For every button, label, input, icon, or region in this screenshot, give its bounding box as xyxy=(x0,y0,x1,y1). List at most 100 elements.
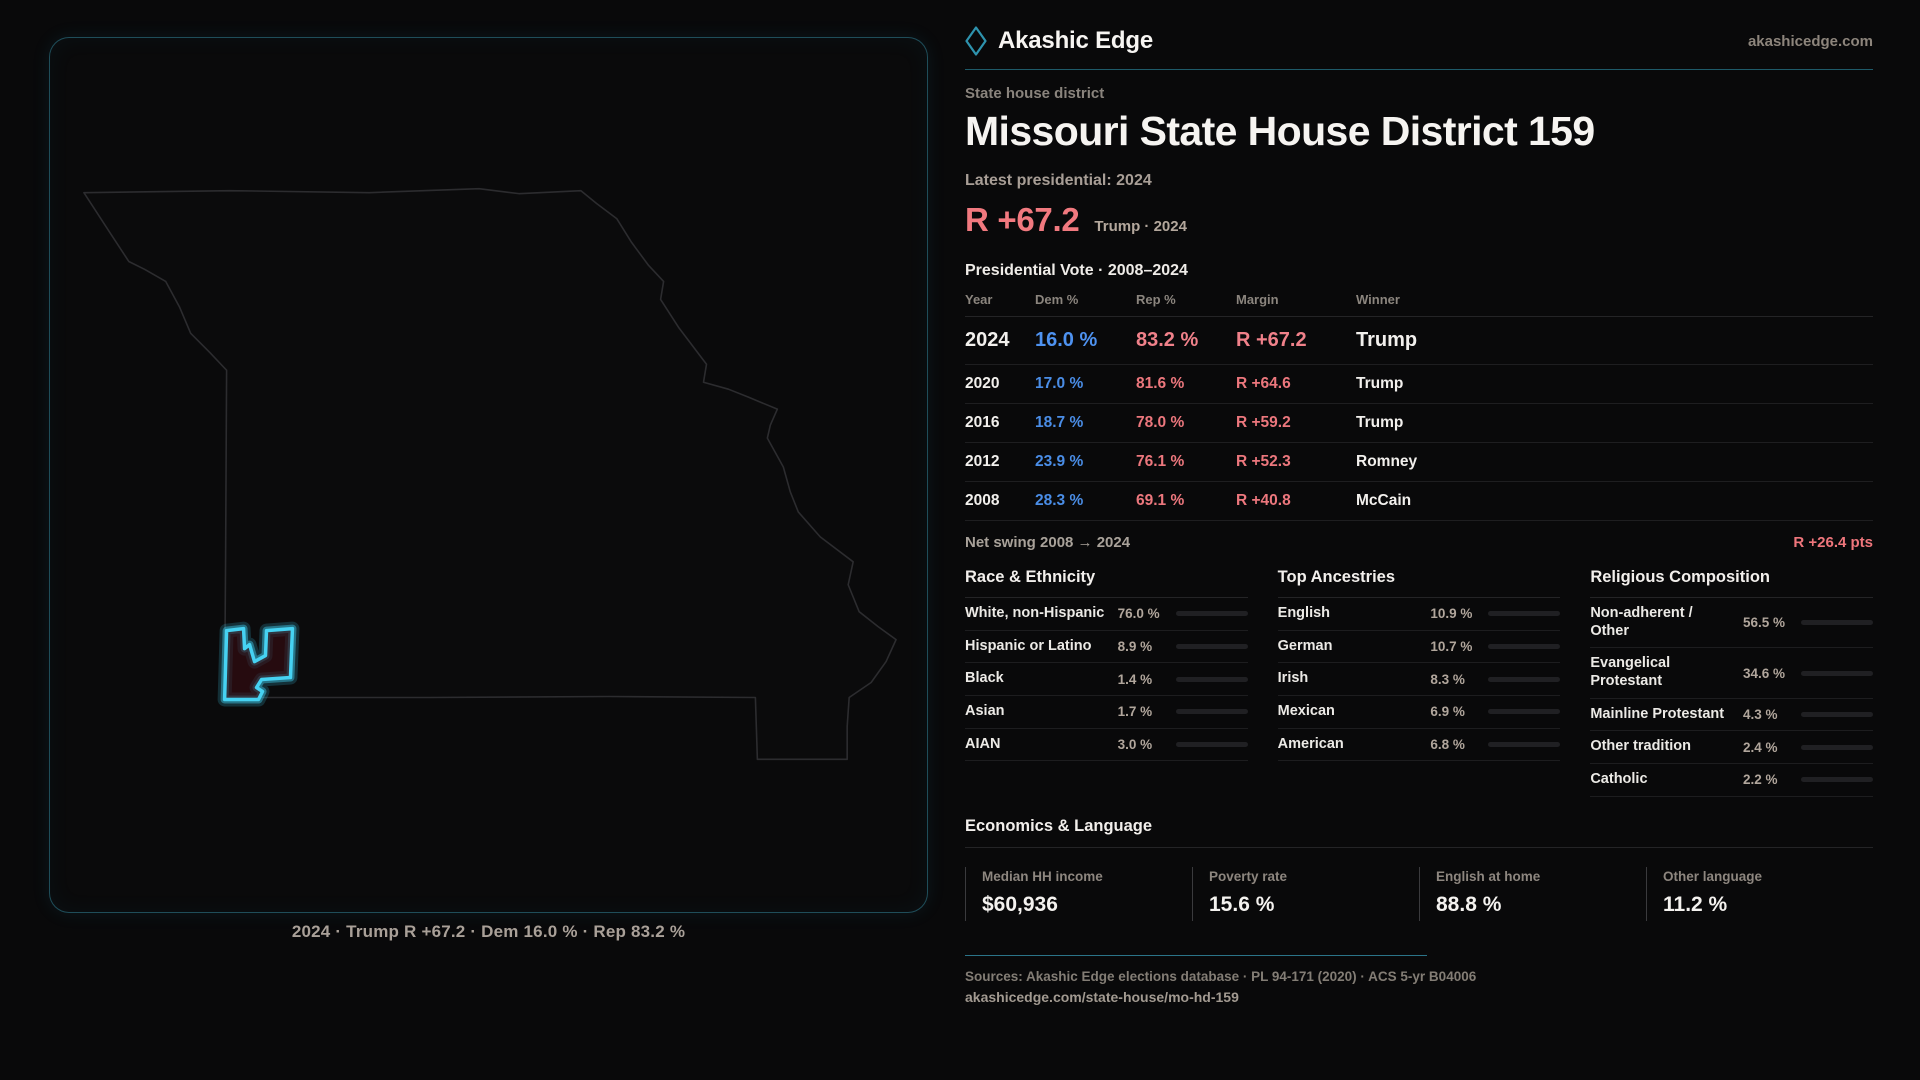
cell-rep: 76.1 % xyxy=(1136,453,1185,470)
demo-bar xyxy=(1175,742,1248,748)
net-swing-row: Net swing 2008 → 2024 R +26.4 pts xyxy=(965,534,1873,551)
demo-row: Hispanic or Latino 8.9 % xyxy=(965,631,1248,664)
demo-label: Non-adherent / Other xyxy=(1590,605,1693,639)
race-ethnicity-column: Race & Ethnicity White, non-Hispanic 76.… xyxy=(965,568,1248,797)
table-body: 2024 16.0 % 83.2 % R +67.2 Trump 2020 17… xyxy=(965,317,1873,521)
demo-row: Catholic 2.2 % xyxy=(1590,764,1873,797)
demo-label: Mainline Protestant xyxy=(1590,705,1725,722)
top-ancestries-title: Top Ancestries xyxy=(1277,568,1561,598)
cell-margin: R +67.2 xyxy=(1236,329,1307,351)
demo-row: Black 1.4 % xyxy=(965,663,1248,697)
cell-winner: Trump xyxy=(1356,375,1404,392)
demo-bar xyxy=(1488,644,1561,650)
presidential-vote-table: Year Dem % Rep % Margin Winner 2024 16.0… xyxy=(965,292,1873,521)
cell-year: 2012 xyxy=(965,453,1000,470)
demo-label: White, non-Hispanic xyxy=(965,605,1105,621)
col-header-year: Year xyxy=(965,292,993,307)
cell-winner: Trump xyxy=(1356,414,1404,431)
stat-card: Other language 11.2 % xyxy=(1646,866,1873,921)
demo-value: 3.0 % xyxy=(1117,737,1153,753)
demo-value: 1.7 % xyxy=(1117,704,1153,720)
cell-margin: R +40.8 xyxy=(1236,492,1291,509)
demo-bar xyxy=(1488,676,1561,682)
demo-value: 2.4 % xyxy=(1742,739,1778,755)
headline-margin-value: R +67.2 xyxy=(965,201,1080,238)
brand-site-link[interactable]: akashicedge.com xyxy=(1747,32,1873,50)
latest-presidential-label: Latest presidential: 2024 xyxy=(965,172,1152,189)
demo-value: 76.0 % xyxy=(1117,606,1160,622)
demo-value: 10.7 % xyxy=(1430,639,1473,655)
headline-margin-context: Trump · 2024 xyxy=(1094,218,1187,235)
demo-bar xyxy=(1800,777,1873,783)
map-caption: 2024 · Trump R +67.2 · Dem 16.0 % · Rep … xyxy=(291,922,686,941)
demo-row: Mainline Protestant 4.3 % xyxy=(1590,699,1873,732)
cell-margin: R +52.3 xyxy=(1236,453,1291,470)
cell-dem: 23.9 % xyxy=(1035,453,1084,470)
demo-bar xyxy=(1800,620,1873,626)
state-outline xyxy=(83,187,897,761)
economics-title: Economics & Language xyxy=(965,817,1873,848)
report-panel: Akashic Edge akashicedge.com State house… xyxy=(965,26,1873,1005)
stat-value: 88.8 % xyxy=(1436,892,1502,916)
footer: Sources: Akashic Edge elections database… xyxy=(965,954,1873,1005)
demo-bar xyxy=(1175,676,1248,682)
economics-stats: Median HH income $60,936 Poverty rate 15… xyxy=(965,866,1873,921)
table-header-row: Year Dem % Rep % Margin Winner xyxy=(965,292,1873,317)
cell-winner: McCain xyxy=(1356,492,1412,509)
district-type-label: State house district xyxy=(965,85,1105,102)
stat-label: Median HH income xyxy=(982,868,1103,884)
cell-winner: Romney xyxy=(1356,453,1418,470)
permalink[interactable]: akashicedge.com/state-house/mo-hd-159 xyxy=(965,988,1239,1005)
cell-rep: 69.1 % xyxy=(1136,492,1185,509)
demo-label: Mexican xyxy=(1277,703,1335,720)
demo-bar xyxy=(1175,709,1248,715)
stat-value: $60,936 xyxy=(982,892,1058,916)
demo-row: American 6.8 % xyxy=(1277,729,1561,762)
district-159-shape[interactable] xyxy=(222,626,295,702)
vote-table-title: Presidential Vote · 2008–2024 xyxy=(965,262,1188,279)
net-swing-label: Net swing 2008 → 2024 xyxy=(965,534,1131,551)
demo-label: German xyxy=(1277,637,1333,654)
demo-label: Black xyxy=(965,670,1004,687)
cell-winner: Trump xyxy=(1356,329,1418,351)
stat-value: 15.6 % xyxy=(1209,892,1275,916)
demo-value: 34.6 % xyxy=(1742,665,1786,681)
demo-bar xyxy=(1488,611,1561,617)
demo-label: Evangelical Protestant xyxy=(1590,655,1671,690)
race-ethnicity-title: Race & Ethnicity xyxy=(965,568,1248,598)
demo-bar xyxy=(1175,611,1248,617)
demo-row: Non-adherent / Other 56.5 % xyxy=(1590,598,1873,649)
page-title: Missouri State House District 159 xyxy=(965,108,1595,154)
demo-row: Irish 8.3 % xyxy=(1277,663,1561,697)
cell-margin: R +64.6 xyxy=(1236,375,1291,392)
col-header-rep: Rep % xyxy=(1136,292,1176,307)
stat-label: Poverty rate xyxy=(1209,868,1288,884)
demo-value: 10.9 % xyxy=(1430,606,1473,622)
demo-row: English 10.9 % xyxy=(1277,598,1561,631)
stat-value: 11.2 % xyxy=(1663,892,1728,916)
economics-language-section: Economics & Language Median HH income $6… xyxy=(965,817,1873,921)
sources-text: Sources: Akashic Edge elections database… xyxy=(965,968,1477,984)
demo-value: 8.3 % xyxy=(1430,671,1465,687)
demo-row: AIAN 3.0 % xyxy=(965,729,1248,762)
table-row: 2012 23.9 % 76.1 % R +52.3 Romney xyxy=(965,443,1873,482)
cell-year: 2024 xyxy=(965,329,1010,351)
demo-row: Other tradition 2.4 % xyxy=(1590,731,1873,765)
demographics-section: Race & Ethnicity White, non-Hispanic 76.… xyxy=(965,568,1873,797)
demo-value: 4.3 % xyxy=(1742,707,1778,723)
stat-card: English at home 88.8 % xyxy=(1419,866,1646,921)
diamond-logo-icon xyxy=(965,26,987,56)
cell-dem: 18.7 % xyxy=(1035,414,1084,431)
demo-label: Hispanic or Latino xyxy=(965,637,1092,654)
cell-rep: 78.0 % xyxy=(1136,414,1185,431)
col-header-winner: Winner xyxy=(1356,292,1400,307)
stat-card: Poverty rate 15.6 % xyxy=(1192,866,1419,921)
demo-bar xyxy=(1800,670,1873,676)
demo-row: White, non-Hispanic 76.0 % xyxy=(965,598,1248,631)
demo-bar xyxy=(1488,709,1561,715)
stat-label: English at home xyxy=(1436,868,1541,884)
demo-value: 1.4 % xyxy=(1117,671,1153,687)
footer-divider xyxy=(965,954,1427,956)
demo-value: 56.5 % xyxy=(1742,615,1786,631)
demo-value: 6.8 % xyxy=(1430,737,1465,753)
